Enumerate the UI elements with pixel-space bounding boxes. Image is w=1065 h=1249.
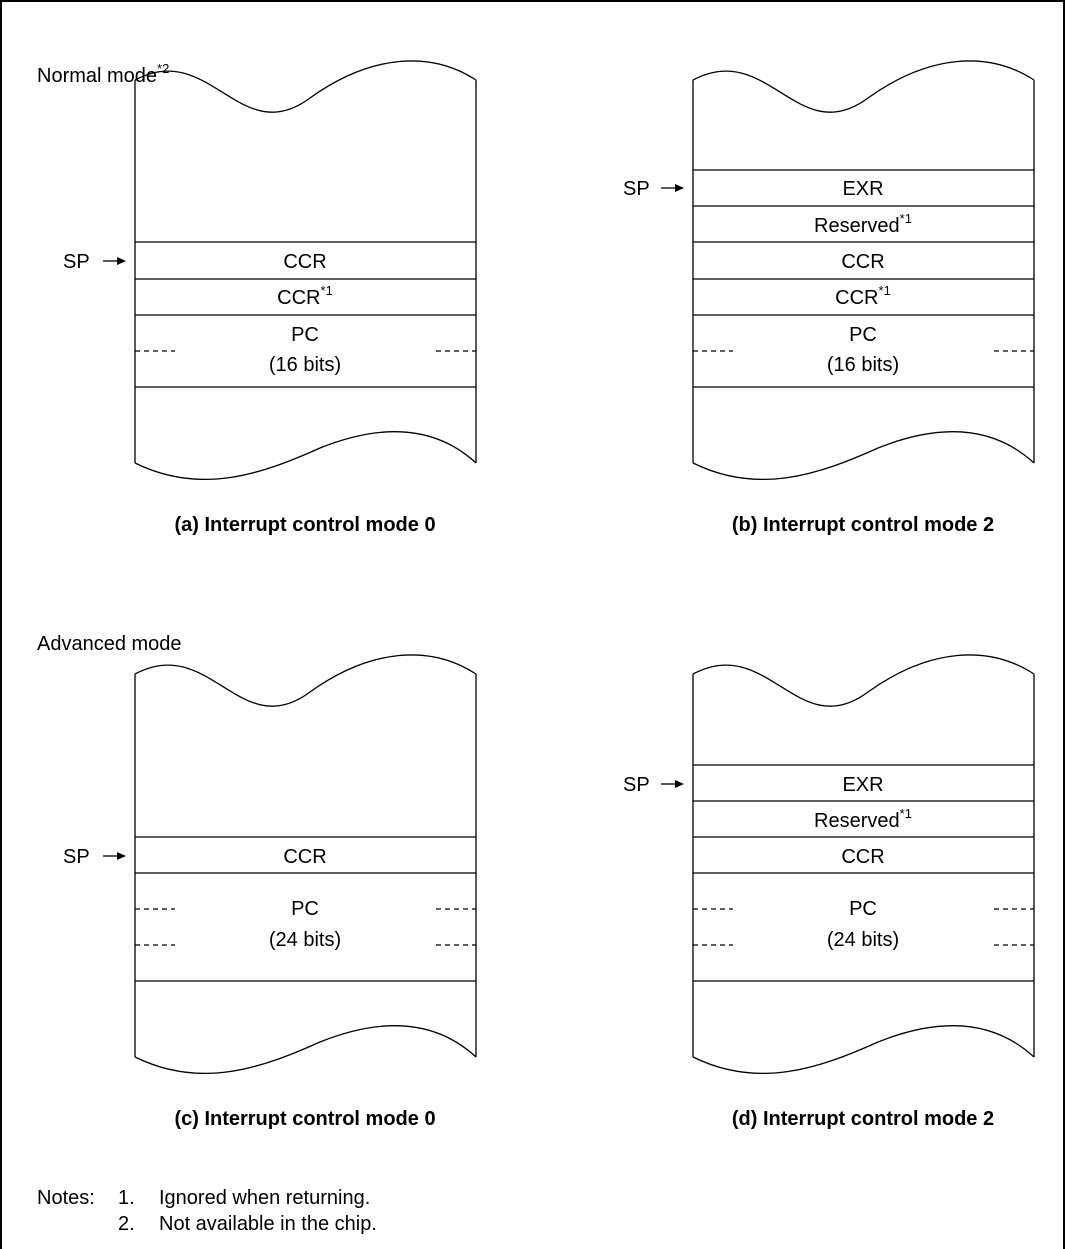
sp-arrow [661,780,684,788]
note-text: Ignored when returning. [159,1187,370,1209]
cell-pc-width: (24 bits) [827,929,899,951]
diagram-a: CCR CCR*1 PC (16 bits) SP (a) Interrupt … [63,60,477,536]
cell-ccr: CCR [283,251,326,273]
sp-label: SP [63,251,90,273]
sp-arrow [661,184,684,192]
cell-ccr-ignored: CCR*1 [835,283,891,309]
sp-label: SP [623,178,650,200]
sp-arrow [103,852,126,860]
sp-label: SP [623,774,650,796]
sp-arrow [103,257,126,265]
note-number: 1. [118,1187,135,1209]
diagram-c: CCR PC (24 bits) SP (c) Interrupt contro… [63,654,477,1130]
cell-reserved: Reserved*1 [814,211,912,237]
cell-pc: PC [291,324,319,346]
cell-pc-width: (16 bits) [827,354,899,376]
cell-pc-width: (16 bits) [269,354,341,376]
caption-d: (d) Interrupt control mode 2 [732,1108,994,1130]
advanced-mode-title: Advanced mode [37,633,182,655]
stack-bottom-wave [134,431,477,480]
cell-exr: EXR [842,178,883,200]
caption-b: (b) Interrupt control mode 2 [732,514,994,536]
cell-ccr: CCR [841,251,884,273]
sp-label: SP [63,846,90,868]
notes: Notes: 1. Ignored when returning. 2. Not… [37,1187,377,1235]
cell-reserved: Reserved*1 [814,806,912,832]
stack-top-wave [692,654,1035,707]
note-number: 2. [118,1213,135,1235]
stack-top-wave [134,60,477,113]
cell-pc: PC [291,898,319,920]
stack-top-wave [134,654,477,707]
caption-c: (c) Interrupt control mode 0 [174,1108,435,1130]
cell-pc: PC [849,898,877,920]
stack-bottom-wave [692,431,1035,480]
cell-ccr: CCR [841,846,884,868]
stack-bottom-wave [134,1025,477,1074]
notes-label: Notes: [37,1187,95,1209]
diagram-b: EXR Reserved*1 CCR CCR*1 PC (16 bits) SP… [623,60,1035,536]
stack-bottom-wave [692,1025,1035,1074]
stack-top-wave [692,60,1035,113]
cell-pc-width: (24 bits) [269,929,341,951]
diagram-d: EXR Reserved*1 CCR PC (24 bits) SP (d) I… [623,654,1035,1130]
caption-a: (a) Interrupt control mode 0 [174,514,435,536]
note-text: Not available in the chip. [159,1213,377,1235]
cell-ccr-ignored: CCR*1 [277,283,333,309]
cell-exr: EXR [842,774,883,796]
cell-pc: PC [849,324,877,346]
cell-ccr: CCR [283,846,326,868]
